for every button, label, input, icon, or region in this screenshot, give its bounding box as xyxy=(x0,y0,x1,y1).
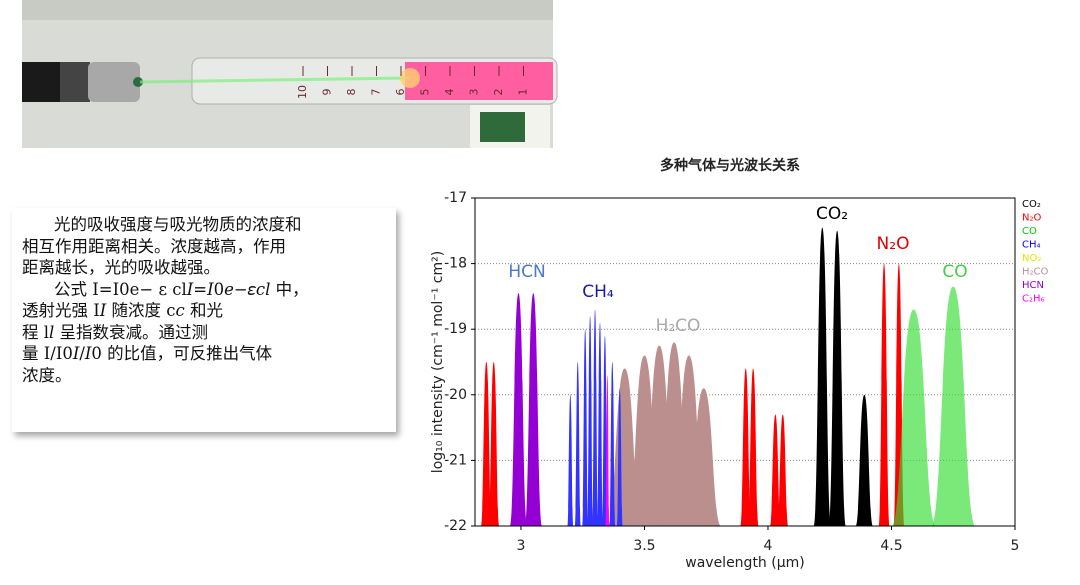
scale-label: 8 xyxy=(345,89,358,96)
absorption-peak xyxy=(587,316,594,526)
legend-entry: H₂CO xyxy=(1022,267,1049,278)
x-tick-label: 5 xyxy=(1011,538,1020,554)
scale-label: 1 xyxy=(517,89,530,96)
absorption-peak xyxy=(891,309,936,526)
gas-label: CO₂ xyxy=(816,204,848,224)
absorption-peak xyxy=(855,394,873,526)
scale-label: 2 xyxy=(492,89,505,96)
y-tick-label: -22 xyxy=(444,518,467,534)
absorption-peak xyxy=(769,414,781,526)
absorption-peak xyxy=(609,362,616,526)
absorption-peak xyxy=(480,362,492,526)
absorption-peak xyxy=(777,414,789,526)
scale-label: 6 xyxy=(394,89,407,96)
gas-label: CO xyxy=(942,262,967,282)
gas-label: H₂CO xyxy=(656,316,701,336)
absorption-peak xyxy=(574,362,581,526)
absorption-peak xyxy=(605,375,610,526)
text-line: 距离越长，光的吸收越强。 xyxy=(22,258,220,277)
absorption-peak xyxy=(686,388,722,526)
y-tick-label: -20 xyxy=(444,387,467,403)
scale-label: 4 xyxy=(443,89,456,96)
legend-entry: CO₂ xyxy=(1022,199,1041,210)
photo xyxy=(22,0,558,148)
absorption-peak xyxy=(509,293,528,526)
scale-label: 7 xyxy=(370,89,383,96)
scale-label: 10 xyxy=(296,85,309,99)
absorption-peak xyxy=(524,293,542,526)
scale-label: 9 xyxy=(321,89,334,96)
chart-title: 多种气体与光波长关系 xyxy=(660,157,800,174)
y-tick-label: -17 xyxy=(444,190,467,206)
gas-label: CH₄ xyxy=(582,282,614,302)
legend-entry: HCN xyxy=(1022,280,1044,291)
text-line: 程 l𝑙 呈指数衰减。通过测 xyxy=(22,322,209,342)
x-tick-label: 3.5 xyxy=(633,538,655,554)
x-axis-label: wavelength (μm) xyxy=(685,555,804,571)
legend-entry: CO xyxy=(1022,226,1037,237)
legend-entry: NO₂ xyxy=(1022,253,1041,264)
legend-entry: CH₄ xyxy=(1022,240,1041,251)
absorption-peak xyxy=(931,286,976,526)
text-line: 浓度。 xyxy=(22,365,72,385)
x-tick-label: 3 xyxy=(516,538,525,554)
y-tick-label: -18 xyxy=(444,256,467,272)
text-line: 相互作用距离相关。浓度越高，作用 xyxy=(22,236,286,256)
absorption-peak xyxy=(616,388,623,526)
absorption-peak xyxy=(592,309,599,526)
legend-entry: C₂H₆ xyxy=(1022,294,1045,305)
absorption-peak xyxy=(747,368,759,526)
text-line: 量 I/I0𝐼/𝐼0 的比值，可反推出气体 xyxy=(22,344,273,363)
gas-label: N₂O xyxy=(877,234,910,254)
scale-label: 5 xyxy=(419,89,432,96)
absorption-peak xyxy=(567,394,574,526)
text-line: 透射光强 I𝐼 随浓度 c𝑐 和光 xyxy=(22,301,223,320)
absorption-peak xyxy=(488,362,500,526)
absorption-peak xyxy=(582,329,589,526)
y-axis-label: log₁₀ intensity (cm⁻¹ mol⁻¹ cm²) xyxy=(430,251,446,473)
absorption-peak xyxy=(878,263,890,526)
absorption-peak xyxy=(740,368,752,526)
text-line: 公式 I=I0e− ε cl𝐼=𝐼0𝑒−𝜀𝑐𝑙 中， xyxy=(54,279,309,299)
absorption-peak xyxy=(828,230,846,527)
legend-entry: N₂O xyxy=(1022,213,1041,224)
text-line: 光的吸收强度与吸光物质的浓度和 xyxy=(54,215,302,234)
gas-label: HCN xyxy=(508,262,545,282)
text-box: 光的吸收强度与吸光物质的浓度和相互作用距离相关。浓度越高，作用 距离越长，光的吸收… xyxy=(12,208,396,432)
x-tick-label: 4 xyxy=(764,538,773,554)
plot-frame xyxy=(474,197,1016,527)
x-tick-label: 4.5 xyxy=(880,538,902,554)
absorption-peak xyxy=(813,227,831,526)
y-tick-label: -21 xyxy=(444,452,467,468)
scale-label: 3 xyxy=(468,89,481,96)
y-tick-label: -19 xyxy=(444,321,467,337)
absorption-peak xyxy=(597,322,603,526)
